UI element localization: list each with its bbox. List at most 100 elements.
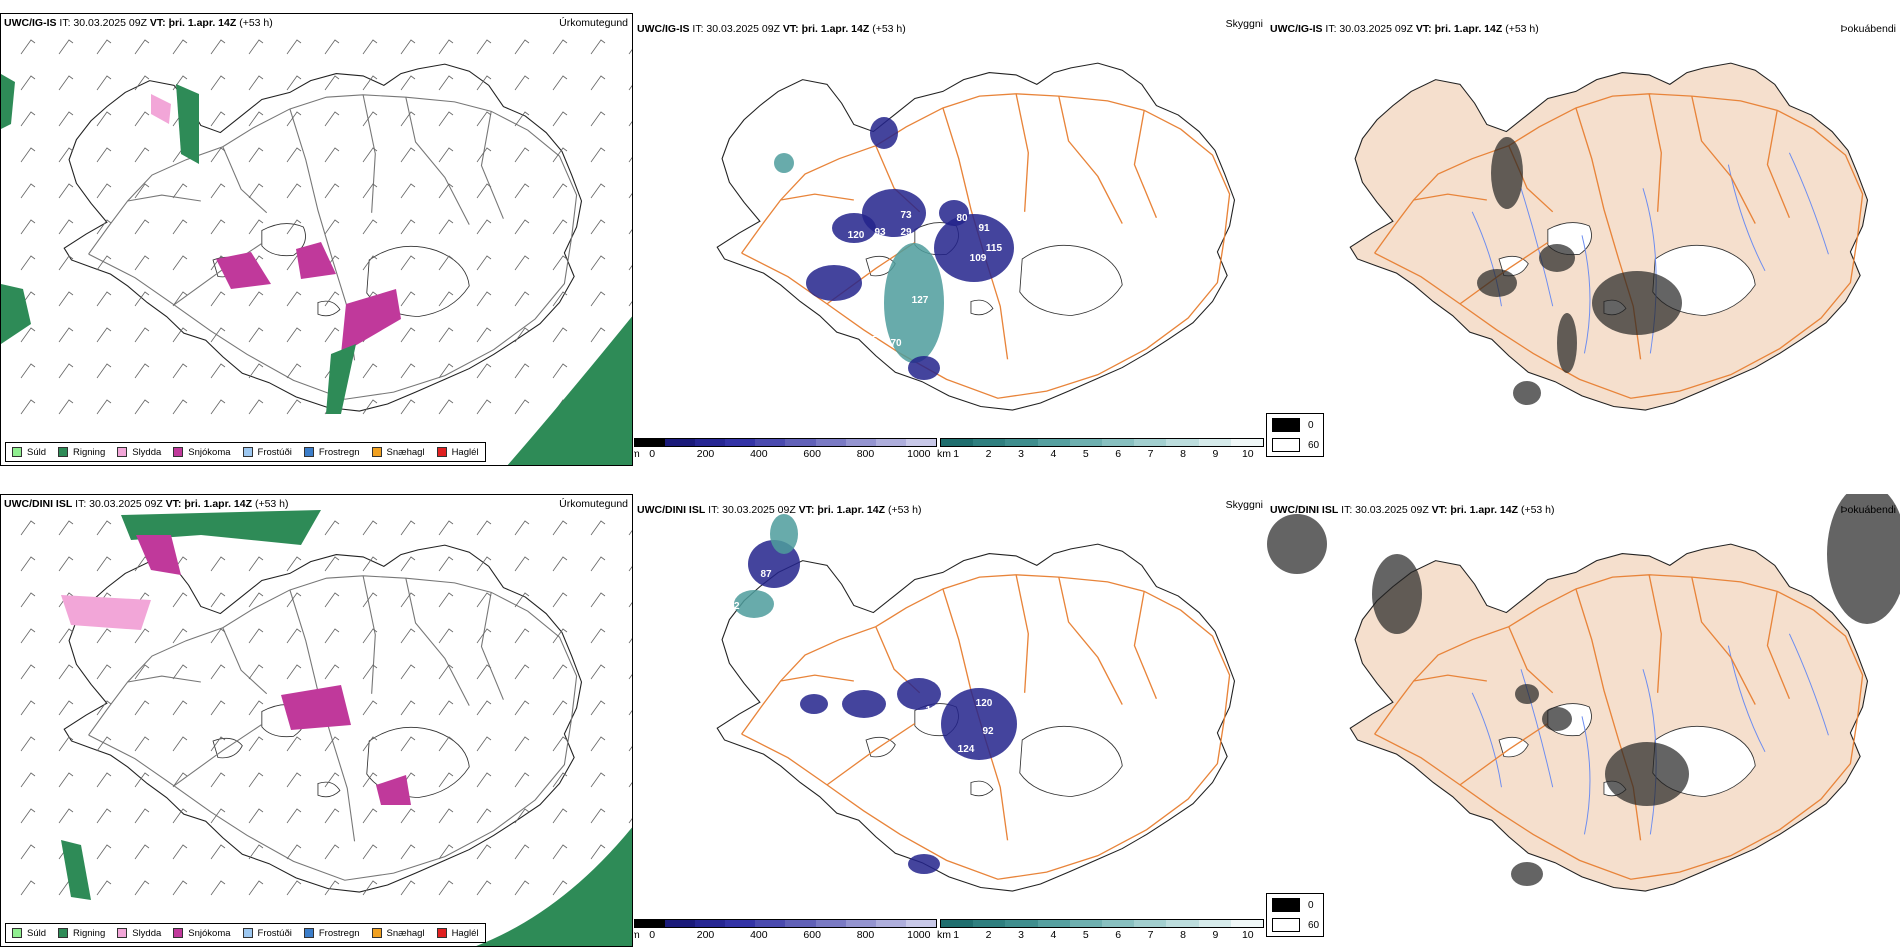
wind-barb <box>400 183 416 199</box>
wind-barb <box>172 700 188 716</box>
fog-area <box>1515 684 1539 704</box>
wind-barb <box>96 628 112 644</box>
wind-barb <box>324 808 340 824</box>
wind-barb <box>20 219 36 235</box>
wind-barb <box>96 700 112 716</box>
legend-label: Haglél <box>451 927 479 939</box>
road-line <box>780 193 854 201</box>
cloud-base-label: 29 <box>900 227 912 238</box>
wind-barb <box>20 556 36 572</box>
legend-label: Frostúði <box>257 927 292 939</box>
glacier-outline <box>261 223 306 257</box>
wind-barb <box>210 39 226 55</box>
road-line <box>1691 577 1756 705</box>
wind-barb <box>628 602 632 608</box>
colorbar-ticks: m 0 200 400 600 800 1000 <box>634 447 937 461</box>
fog-area <box>1513 381 1541 405</box>
legend-label: Snjókoma <box>188 446 231 458</box>
wind-barb <box>628 49 632 55</box>
wind-barb <box>400 736 416 752</box>
wind-barb <box>438 183 454 199</box>
wind-barb <box>552 628 568 644</box>
wind-barb <box>476 772 492 788</box>
wind-barb <box>210 183 226 199</box>
wind-barb <box>514 183 530 199</box>
wind-barb <box>96 363 112 379</box>
wind-barb <box>324 664 340 680</box>
wind-barb <box>134 880 150 896</box>
wind-barb <box>134 255 150 271</box>
legend-swatch <box>12 447 22 457</box>
wind-barb <box>628 530 632 536</box>
wind-barb <box>400 111 416 127</box>
wind-barb <box>58 736 74 752</box>
legend-swatch <box>371 447 382 457</box>
wind-barb <box>476 291 492 307</box>
colorbar-unit: km <box>937 929 951 941</box>
road-line <box>405 578 470 706</box>
wind-barb <box>20 628 36 644</box>
wind-barb <box>438 147 454 163</box>
low-ceiling-area <box>939 200 969 226</box>
wind-barb <box>324 880 340 896</box>
wind-barb <box>628 85 632 91</box>
wind-barb <box>20 844 36 860</box>
wind-barb <box>552 808 568 824</box>
colorbar-segment <box>1005 439 1038 446</box>
wind-barb <box>58 399 74 415</box>
wind-barb <box>20 772 36 788</box>
wind-barb <box>628 818 632 824</box>
wind-barb <box>58 39 74 55</box>
wind-barb <box>58 255 74 271</box>
wind-barb <box>552 291 568 307</box>
road-line <box>826 722 916 786</box>
fog-indicator-panel-igis: UWC/IG-IS IT: 30.03.2025 09Z VT: þri. 1.… <box>1267 13 1900 466</box>
colorbar-segment <box>973 920 1006 927</box>
wind-barb <box>362 520 378 536</box>
wind-barb <box>438 363 454 379</box>
legend-swatch <box>58 928 69 938</box>
colorbar-segment <box>755 439 786 446</box>
wind-barb <box>514 736 530 752</box>
wind-barb <box>96 520 112 536</box>
wind-barb <box>590 39 606 55</box>
colorbar-tick-label: 400 <box>750 448 768 460</box>
wind-barb <box>362 880 378 896</box>
wind-barb <box>210 363 226 379</box>
colorbar-unit: km <box>937 448 951 460</box>
wind-barb <box>552 700 568 716</box>
wind-barb <box>476 111 492 127</box>
legend-swatch <box>12 928 22 938</box>
wind-barb <box>438 556 454 572</box>
low-ceiling-area <box>897 678 941 710</box>
precip-rain-area <box>176 84 199 164</box>
wind-barb <box>552 664 568 680</box>
wind-barb <box>552 772 568 788</box>
colorbar-segment <box>875 439 906 446</box>
colorbar-tick-label: 1000 <box>907 448 931 460</box>
fog-area <box>1605 742 1689 806</box>
wind-barb <box>134 664 150 680</box>
wind-barb <box>324 520 340 536</box>
glacier-outline <box>1019 725 1123 798</box>
legend-label: Slydda <box>132 446 162 458</box>
wind-barb <box>172 291 188 307</box>
legend-label: Súld <box>27 927 47 939</box>
wind-barb <box>438 736 454 752</box>
wind-barb <box>286 808 302 824</box>
legend-label: Rigning <box>73 446 106 458</box>
wind-barb <box>58 147 74 163</box>
wind-barb <box>96 808 112 824</box>
wind-barb <box>248 39 264 55</box>
wind-barb <box>552 592 568 608</box>
wind-barb <box>476 183 492 199</box>
wind-barb <box>476 39 492 55</box>
wind-barb <box>286 39 302 55</box>
fog-legend-row: 60 <box>1272 438 1319 452</box>
wind-barb <box>590 111 606 127</box>
legend-swatch <box>436 928 447 938</box>
wind-barb <box>362 628 378 644</box>
wind-barb <box>514 327 530 343</box>
colorbar-segment <box>1166 439 1199 446</box>
cloud-base-label: 93 <box>874 227 886 238</box>
